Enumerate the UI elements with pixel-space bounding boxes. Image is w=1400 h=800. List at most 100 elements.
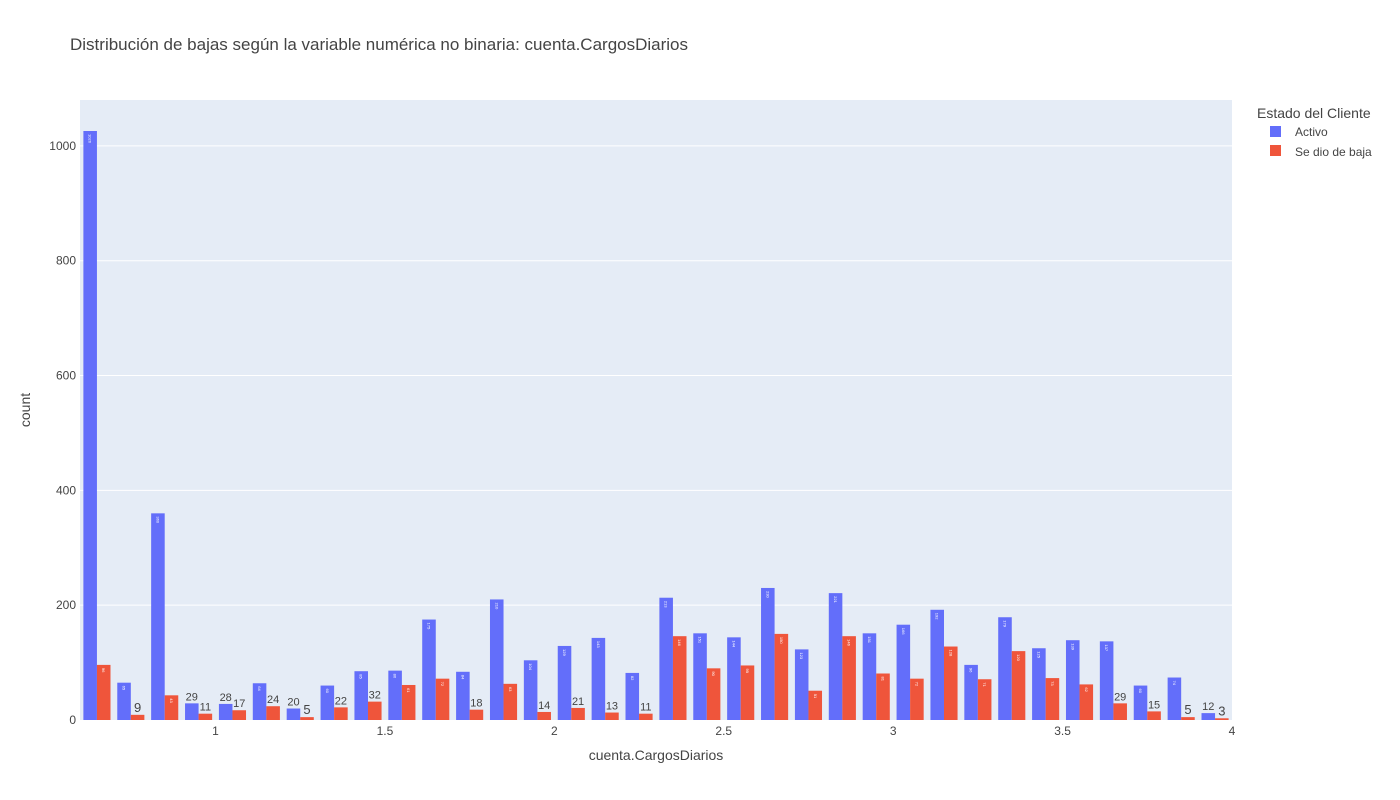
bar-se-dio-de-baja[interactable] (1011, 651, 1026, 720)
bar-activo[interactable] (896, 624, 911, 720)
bar-label: 72 (440, 682, 445, 687)
bar-se-dio-de-baja[interactable] (232, 710, 247, 720)
bar-se-dio-de-baja[interactable] (164, 695, 179, 720)
bar-activo[interactable] (252, 683, 267, 720)
gridlines (80, 145, 1232, 606)
bar-label: 24 (267, 694, 279, 706)
bar-se-dio-de-baja[interactable] (130, 714, 145, 720)
bar-se-dio-de-baja[interactable] (740, 665, 755, 720)
bar-activo[interactable] (388, 670, 402, 720)
bar-activo[interactable] (591, 637, 606, 720)
bar-activo[interactable] (523, 660, 538, 720)
bar-activo[interactable] (83, 131, 97, 720)
bar-label: 14 (538, 700, 550, 712)
bar-se-dio-de-baja[interactable] (401, 684, 416, 720)
x-tick-label: 3.5 (1054, 724, 1071, 738)
bar-activo[interactable] (998, 617, 1012, 720)
bar-activo[interactable] (761, 587, 775, 720)
bar-se-dio-de-baja[interactable] (1079, 684, 1094, 720)
legend-item-activo[interactable]: Activo (1270, 125, 1328, 139)
bar-se-dio-de-baja[interactable] (368, 701, 382, 720)
legend-item-se-dio-de-baja[interactable]: Se dio de baja (1270, 145, 1372, 159)
bar-activo[interactable] (320, 685, 335, 720)
bar-label: 72 (914, 682, 919, 687)
bar-se-dio-de-baja[interactable] (1215, 718, 1229, 720)
bar-activo[interactable] (557, 645, 572, 720)
bar-se-dio-de-baja[interactable] (537, 711, 551, 720)
bar-label: 192 (935, 613, 940, 621)
bar-activo[interactable] (354, 671, 368, 720)
bar-label: 3 (1218, 703, 1225, 718)
bar-activo[interactable] (1032, 648, 1046, 720)
bar-activo[interactable] (1167, 677, 1182, 720)
bar-activo[interactable] (117, 682, 131, 720)
bar-se-dio-de-baja[interactable] (198, 713, 213, 720)
bar-activo[interactable] (727, 637, 741, 720)
x-tick-label: 4 (1229, 724, 1236, 738)
bar-activo[interactable] (659, 597, 673, 720)
bar-se-dio-de-baja[interactable] (1181, 717, 1195, 720)
bar-activo[interactable] (964, 664, 978, 720)
x-tick-label: 2.5 (715, 724, 732, 738)
bar-label: 11 (640, 702, 651, 714)
bar-se-dio-de-baja[interactable] (571, 707, 585, 720)
bar-activo[interactable] (1133, 685, 1148, 720)
bar-se-dio-de-baja[interactable] (503, 683, 518, 720)
bar-label: 129 (562, 649, 567, 657)
bar-se-dio-de-baja[interactable] (672, 636, 687, 720)
bar-label: 360 (155, 516, 160, 524)
bar-se-dio-de-baja[interactable] (944, 646, 958, 720)
bar-label: 74 (1172, 681, 1177, 686)
bar-activo[interactable] (828, 593, 843, 720)
bar-se-dio-de-baja[interactable] (605, 712, 619, 720)
bar-activo[interactable] (489, 599, 504, 720)
bar-se-dio-de-baja[interactable] (706, 668, 721, 720)
bar-activo[interactable] (218, 703, 233, 720)
bar-se-dio-de-baja[interactable] (96, 664, 111, 720)
x-tick-label: 3 (890, 724, 897, 738)
bar-activo[interactable] (794, 649, 809, 720)
bar-activo[interactable] (185, 703, 199, 720)
bar-se-dio-de-baja[interactable] (774, 633, 789, 720)
bar-activo[interactable] (930, 609, 944, 720)
bar-se-dio-de-baja[interactable] (1147, 711, 1161, 720)
bar-se-dio-de-baja[interactable] (639, 713, 653, 720)
x-tick-label: 1.5 (377, 724, 394, 738)
bar-activo[interactable] (1201, 713, 1216, 720)
bar-se-dio-de-baja[interactable] (842, 636, 856, 720)
bar-se-dio-de-baja[interactable] (1113, 703, 1127, 720)
bar-se-dio-de-baja[interactable] (1045, 678, 1060, 720)
bar-activo[interactable] (286, 708, 301, 720)
bar-se-dio-de-baja[interactable] (334, 707, 348, 720)
bar-activo[interactable] (1099, 641, 1114, 720)
bar-activo[interactable] (862, 633, 877, 720)
bar-label: 125 (1036, 651, 1041, 659)
bar-se-dio-de-baja[interactable] (469, 709, 484, 720)
bar-activo[interactable] (456, 671, 470, 720)
bar-label: 210 (494, 602, 499, 610)
bar-se-dio-de-baja[interactable] (300, 717, 314, 720)
bar-label: 166 (901, 628, 906, 636)
bar-se-dio-de-baja[interactable] (876, 673, 890, 721)
bar-se-dio-de-baja[interactable] (435, 678, 450, 720)
bar-se-dio-de-baja[interactable] (910, 678, 924, 720)
bar-label: 73 (1050, 681, 1055, 686)
bar-activo[interactable] (693, 633, 707, 720)
bar-label: 17 (233, 698, 245, 710)
legend-title: Estado del Cliente (1257, 105, 1371, 121)
bar-label: 43 (169, 698, 174, 703)
bar-activo[interactable] (422, 619, 436, 720)
bar-se-dio-de-baja[interactable] (977, 679, 992, 720)
bar-label: 143 (596, 641, 601, 649)
bars (83, 131, 1229, 721)
bar-activo[interactable] (151, 513, 165, 720)
legend[interactable]: Estado del Cliente Activo Se dio de baja (1257, 105, 1372, 159)
bar-label: 85 (359, 674, 364, 679)
bar-label: 84 (460, 675, 465, 680)
bar-se-dio-de-baja[interactable] (266, 706, 280, 720)
bar-label: 82 (630, 676, 635, 681)
bar-se-dio-de-baja[interactable] (808, 690, 823, 720)
bar-activo[interactable] (625, 672, 640, 720)
bar-label: 123 (799, 652, 804, 660)
bar-activo[interactable] (1065, 640, 1080, 720)
